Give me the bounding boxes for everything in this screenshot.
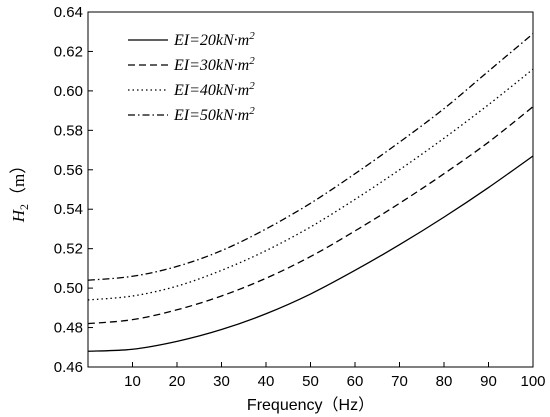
- legend: EI=20kN·m2 EI=30kN·m2 EI=40kN·m2 EI=50kN·m2: [128, 30, 255, 124]
- y-tick-label: 0.48: [54, 320, 83, 337]
- y-axis-title: H2（m）: [9, 157, 31, 224]
- series-line-1: [87, 155, 534, 352]
- y-tick-label: 0.64: [54, 4, 83, 21]
- y-axis-title-main: H: [9, 208, 28, 223]
- y-tick-label: 0.46: [54, 359, 83, 376]
- y-axis-title-unit: （m）: [9, 157, 28, 204]
- y-tick-label: 0.54: [54, 201, 83, 218]
- x-axis-ticks: 10 20 30 40 50 60 70 80 90 100: [124, 362, 546, 390]
- legend-label-1: EI=20kN·m2: [173, 30, 255, 49]
- y-tick-label: 0.58: [54, 122, 83, 139]
- x-tick-label: 40: [258, 373, 275, 390]
- series-line-2: [87, 106, 534, 325]
- x-tick-label: 10: [124, 373, 141, 390]
- series-line-4: [87, 33, 534, 281]
- y-tick-label: 0.62: [54, 43, 83, 60]
- series-line-3: [87, 68, 534, 301]
- y-axis-title-sub: 2: [17, 204, 31, 210]
- y-tick-label: 0.60: [54, 83, 83, 100]
- legend-label-3: EI=40kN·m2: [173, 80, 255, 99]
- y-tick-label: 0.52: [54, 241, 83, 258]
- x-axis-title: Frequency（Hz）: [247, 396, 374, 414]
- x-tick-label: 50: [302, 373, 319, 390]
- x-tick-label: 30: [213, 373, 230, 390]
- x-tick-label: 70: [391, 373, 408, 390]
- x-tick-label: 80: [436, 373, 453, 390]
- legend-label-4: EI=50kN·m2: [173, 105, 255, 124]
- y-axis-ticks: 0.46 0.48 0.50 0.52 0.54 0.56 0.58 0.60 0.62 0.64: [54, 4, 93, 376]
- x-tick-label: 100: [520, 373, 545, 390]
- y-tick-label: 0.50: [54, 280, 83, 297]
- x-tick-label: 60: [347, 373, 364, 390]
- plot-lines: [87, 33, 534, 352]
- x-tick-label: 20: [169, 373, 186, 390]
- legend-label-2: EI=30kN·m2: [173, 55, 255, 74]
- x-tick-label: 90: [480, 373, 497, 390]
- y-tick-label: 0.56: [54, 162, 83, 179]
